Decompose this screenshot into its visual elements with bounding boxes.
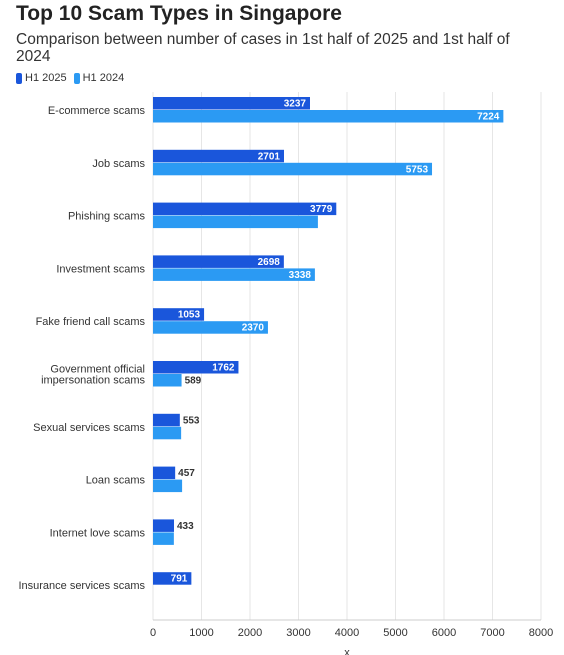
bar-h1-2024[interactable] [153, 268, 315, 281]
data-label: 2698 [258, 257, 281, 268]
x-tick-label: 7000 [480, 627, 504, 639]
bar-h1-2024[interactable] [153, 321, 268, 334]
bar-h1-2025[interactable] [153, 202, 337, 216]
chart-title: Top 10 Scam Types in Singapore [16, 2, 342, 25]
category-label-line: Investment scams [56, 263, 145, 275]
data-label: 553 [183, 415, 200, 426]
category-label-line: Sexual services scams [33, 422, 145, 434]
data-label: 5753 [406, 164, 429, 175]
data-label: 2370 [242, 323, 265, 334]
bar-h1-2025[interactable] [153, 413, 180, 427]
category-label-line: impersonation scams [41, 375, 145, 387]
data-label: 2701 [258, 151, 281, 162]
data-label: 457 [178, 468, 195, 479]
category-label: Sexual services scams [33, 422, 145, 434]
x-tick-label: 0 [150, 627, 156, 639]
data-label: 3237 [284, 99, 307, 110]
data-label: 3779 [310, 204, 333, 215]
category-label-line: Fake friend call scams [36, 316, 146, 328]
category-label: Loan scams [86, 475, 146, 487]
data-label: 3338 [289, 270, 312, 281]
category-label: Government official impersonation scams [41, 364, 145, 387]
data-label: 1053 [178, 310, 201, 321]
category-label: Internet love scams [50, 527, 146, 539]
bar-h1-2025[interactable] [153, 572, 192, 585]
bar-h1-2025[interactable] [153, 519, 175, 532]
data-label: 433 [177, 521, 194, 532]
category-label: E-commerce scams [48, 105, 146, 117]
x-tick-label: 5000 [383, 627, 407, 639]
x-axis-label: x [344, 647, 350, 655]
legend: H1 2025 H1 2024 [16, 72, 124, 84]
category-label: Job scams [92, 158, 145, 170]
bar-h1-2024[interactable] [153, 479, 183, 493]
category-label-line: Job scams [92, 158, 145, 170]
x-tick-label: 4000 [335, 627, 359, 639]
x-tick-label: 3000 [286, 627, 310, 639]
bar-h1-2024[interactable] [153, 532, 174, 545]
bar-h1-2024[interactable] [153, 162, 433, 176]
category-label: Fake friend call scams [36, 316, 146, 328]
bar-h1-2025[interactable] [153, 255, 284, 268]
category-label-line: Internet love scams [50, 527, 146, 539]
data-label: 791 [171, 574, 188, 585]
bar-h1-2025[interactable] [153, 308, 205, 321]
x-tick-label: 1000 [189, 627, 213, 639]
category-label-line: Loan scams [86, 475, 146, 487]
bar-h1-2025[interactable] [153, 149, 284, 163]
category-label: Investment scams [56, 263, 145, 275]
legend-swatch-h1-2025 [16, 72, 22, 84]
data-label: 589 [185, 376, 202, 387]
bar-h1-2025[interactable] [153, 361, 239, 374]
bar-h1-2024[interactable] [153, 426, 182, 440]
legend-label-h1-2024: H1 2024 [82, 72, 125, 84]
bar-h1-2025[interactable] [153, 97, 310, 110]
data-label: 1762 [212, 363, 235, 374]
x-tick-label: 6000 [432, 627, 456, 639]
bar-h1-2025[interactable] [153, 466, 176, 480]
legend-label-h1-2025: H1 2025 [25, 72, 67, 84]
category-label-line: Insurance services scams [18, 580, 145, 592]
category-label-line: E-commerce scams [48, 105, 146, 117]
category-label-line: Phishing scams [68, 211, 146, 223]
data-label: 7224 [477, 112, 500, 123]
legend-item-h1-2024[interactable]: H1 2024 [73, 72, 125, 84]
legend-swatch-h1-2024 [73, 72, 80, 84]
chart-subtitle: Comparison between number of cases in 1s… [16, 31, 510, 65]
category-label: Insurance services scams [18, 580, 145, 592]
bar-h1-2024[interactable] [153, 215, 318, 229]
bar-h1-2024[interactable] [153, 110, 504, 123]
category-label-line: Government official [50, 364, 145, 376]
x-tick-label: 2000 [238, 627, 262, 639]
category-label: Phishing scams [68, 211, 146, 223]
x-tick-label: 8000 [529, 627, 553, 639]
legend-item-h1-2025[interactable]: H1 2025 [16, 72, 67, 84]
bar-h1-2024[interactable] [153, 374, 182, 387]
